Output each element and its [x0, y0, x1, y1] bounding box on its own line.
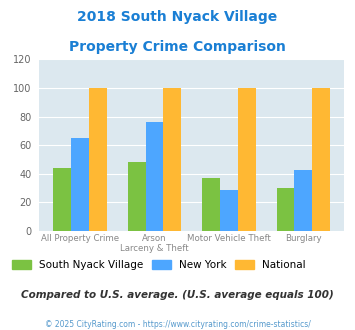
Text: 2018 South Nyack Village: 2018 South Nyack Village [77, 10, 278, 24]
Bar [220, 189, 238, 231]
Bar [89, 88, 107, 231]
Bar [128, 162, 146, 231]
Bar [53, 168, 71, 231]
Bar [146, 122, 163, 231]
Bar [294, 170, 312, 231]
Bar [277, 188, 294, 231]
Text: Compared to U.S. average. (U.S. average equals 100): Compared to U.S. average. (U.S. average … [21, 290, 334, 300]
Bar [312, 88, 330, 231]
Bar [238, 88, 256, 231]
Bar [71, 138, 89, 231]
Bar [163, 88, 181, 231]
Legend: South Nyack Village, New York, National: South Nyack Village, New York, National [12, 260, 306, 270]
Text: Property Crime Comparison: Property Crime Comparison [69, 40, 286, 53]
Bar [202, 178, 220, 231]
Text: © 2025 CityRating.com - https://www.cityrating.com/crime-statistics/: © 2025 CityRating.com - https://www.city… [45, 320, 310, 329]
